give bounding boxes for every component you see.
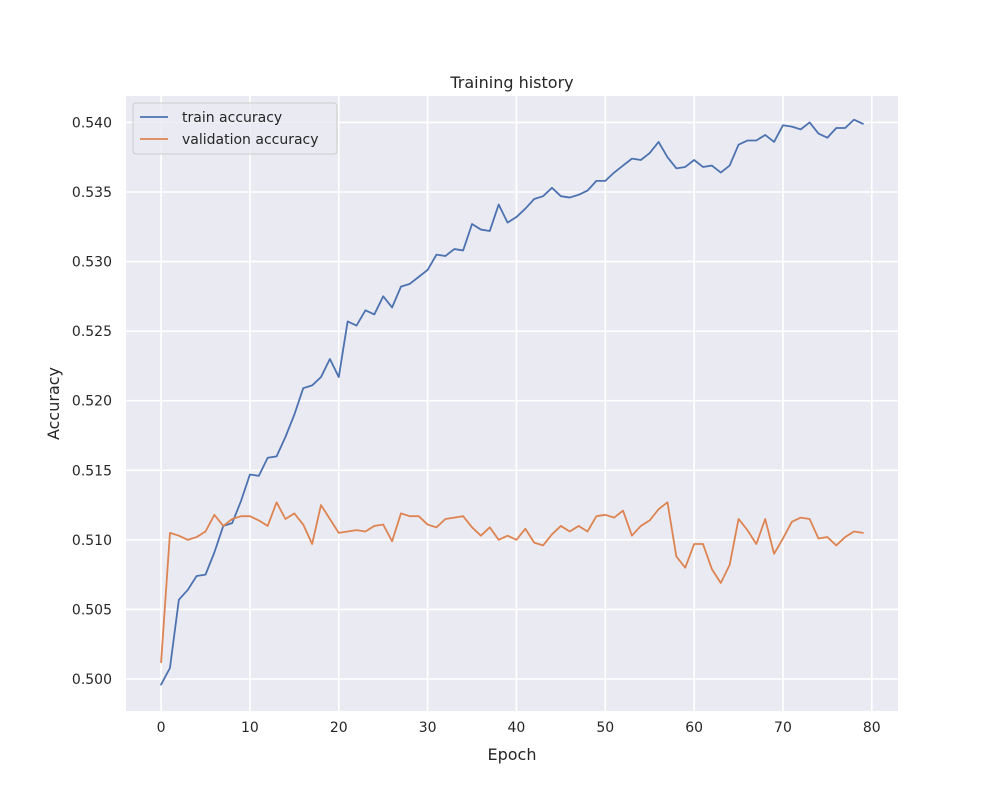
- series-lines: [160, 118, 864, 686]
- y-tick-label: 0.520: [72, 394, 112, 410]
- grid-lines: [126, 96, 898, 711]
- y-tick-label: 0.510: [72, 533, 112, 549]
- y-tick-label: 0.505: [72, 602, 112, 618]
- x-tick-label: 40: [508, 720, 526, 736]
- legend-box: [132, 102, 338, 155]
- x-tick-label: 80: [863, 720, 881, 736]
- y-tick-label: 0.540: [72, 115, 112, 131]
- x-tick-label: 70: [774, 720, 792, 736]
- x-tick-label: 20: [330, 720, 348, 736]
- legend: train accuracy validation accuracy: [132, 102, 338, 155]
- x-axis-label: Epoch: [488, 745, 537, 764]
- x-tick-label: 30: [419, 720, 437, 736]
- x-tick-label: 60: [685, 720, 703, 736]
- legend-label: train accuracy: [182, 110, 282, 126]
- series-line-train-accuracy: [160, 118, 864, 686]
- y-axis-label: Accuracy: [44, 367, 63, 440]
- x-tick-label: 10: [241, 720, 259, 736]
- chart-title: Training history: [449, 73, 573, 92]
- y-tick-label: 0.500: [72, 672, 112, 688]
- y-tick-label: 0.525: [72, 324, 112, 340]
- y-tick-label: 0.535: [72, 185, 112, 201]
- x-tick-label: 50: [596, 720, 614, 736]
- series-line-validation-accuracy: [160, 501, 864, 664]
- y-tick-label: 0.530: [72, 255, 112, 271]
- plot-area: [126, 96, 898, 711]
- y-tick-label: 0.515: [72, 463, 112, 479]
- legend-label: validation accuracy: [182, 132, 319, 148]
- x-tick-label: 0: [157, 720, 166, 736]
- tick-labels: 0 10 20 30 40 50 60 70 80 0.500 0.505 0.510 0.515 0.5…: [72, 115, 881, 736]
